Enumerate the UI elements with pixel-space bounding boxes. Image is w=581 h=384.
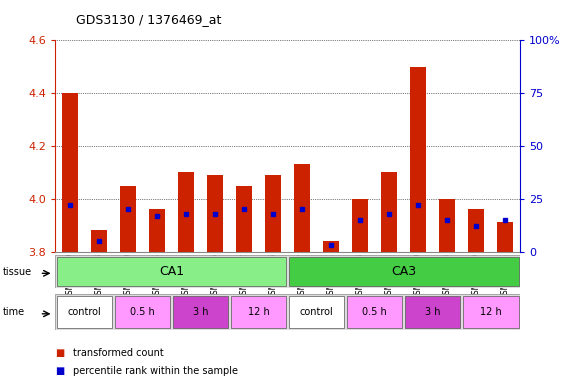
- Bar: [57, 296, 112, 328]
- Text: control: control: [300, 307, 333, 317]
- Text: GDS3130 / 1376469_at: GDS3130 / 1376469_at: [76, 13, 221, 26]
- Bar: [464, 296, 519, 328]
- Text: CA3: CA3: [391, 265, 417, 278]
- Bar: [497, 222, 514, 252]
- Text: ■: ■: [55, 366, 64, 376]
- Bar: [294, 164, 310, 252]
- Bar: [178, 172, 194, 252]
- Bar: [91, 230, 107, 252]
- Bar: [347, 296, 403, 328]
- Text: 3 h: 3 h: [193, 307, 208, 317]
- Bar: [381, 172, 397, 252]
- Text: 12 h: 12 h: [248, 307, 270, 317]
- Text: 0.5 h: 0.5 h: [130, 307, 155, 317]
- Bar: [439, 199, 456, 252]
- Bar: [265, 175, 281, 252]
- Bar: [236, 185, 252, 252]
- Bar: [468, 209, 485, 252]
- Bar: [120, 185, 136, 252]
- Bar: [149, 209, 165, 252]
- Text: tissue: tissue: [3, 266, 32, 277]
- Bar: [352, 199, 368, 252]
- Text: 0.5 h: 0.5 h: [363, 307, 387, 317]
- Text: transformed count: transformed count: [73, 348, 163, 358]
- Text: time: time: [3, 307, 25, 317]
- Text: CA1: CA1: [159, 265, 184, 278]
- Bar: [62, 93, 78, 252]
- Text: 3 h: 3 h: [425, 307, 440, 317]
- Bar: [231, 296, 286, 328]
- Text: percentile rank within the sample: percentile rank within the sample: [73, 366, 238, 376]
- Text: 12 h: 12 h: [480, 307, 502, 317]
- Bar: [173, 296, 228, 328]
- Bar: [323, 241, 339, 252]
- Bar: [57, 257, 286, 286]
- Bar: [115, 296, 170, 328]
- Bar: [406, 296, 460, 328]
- Bar: [289, 296, 344, 328]
- Text: control: control: [67, 307, 101, 317]
- Bar: [410, 67, 426, 252]
- Bar: [289, 257, 519, 286]
- Bar: [207, 175, 223, 252]
- Text: ■: ■: [55, 348, 64, 358]
